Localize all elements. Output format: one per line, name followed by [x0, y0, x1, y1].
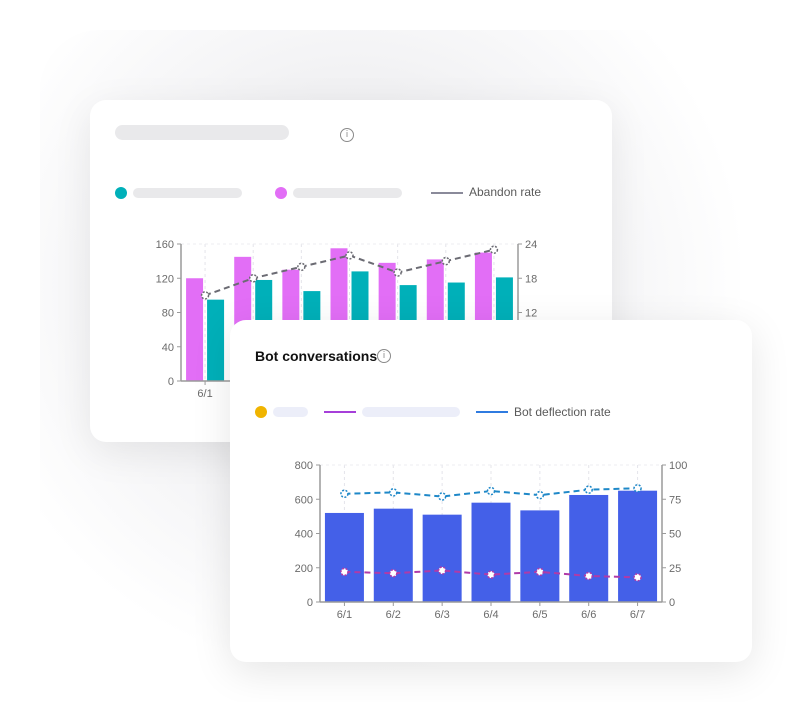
bar[interactable] — [471, 502, 511, 602]
data-point-marker[interactable] — [584, 485, 593, 494]
legend-line-purple — [324, 411, 356, 413]
data-point-marker[interactable] — [584, 571, 593, 581]
bar[interactable] — [186, 278, 204, 381]
y2-tick-label: 50 — [669, 529, 681, 541]
x-tick-label: 6/3 — [434, 609, 449, 621]
bar[interactable] — [373, 508, 413, 602]
y2-tick-label: 75 — [669, 494, 681, 506]
legend-label-skeleton — [133, 188, 242, 198]
legend-label-skeleton — [273, 407, 308, 417]
y2-tick-label: 25 — [669, 563, 681, 575]
y-tick-label: 800 — [295, 460, 313, 472]
legend-label-skeleton — [293, 188, 402, 198]
data-point-marker[interactable] — [486, 570, 496, 579]
data-point-marker[interactable] — [393, 268, 402, 277]
card-title: Bot conversations — [255, 348, 378, 364]
y-tick-label: 200 — [295, 563, 313, 575]
y-tick-label: 400 — [295, 529, 313, 541]
legend-dot-teal — [115, 187, 127, 199]
data-point-marker[interactable] — [535, 567, 545, 577]
legend-dot-pink — [275, 187, 287, 199]
y-tick-label: 0 — [168, 376, 174, 388]
bar[interactable] — [520, 510, 560, 602]
data-point-marker[interactable] — [200, 291, 210, 300]
x-tick-label: 6/1 — [337, 609, 352, 621]
data-point-marker[interactable] — [535, 490, 545, 500]
data-point-marker[interactable] — [633, 484, 642, 493]
data-point-marker[interactable] — [297, 262, 306, 272]
info-icon[interactable]: i — [377, 349, 391, 363]
legend-label-skeleton — [362, 407, 460, 417]
data-point-marker[interactable] — [489, 245, 499, 254]
bar[interactable] — [569, 494, 609, 602]
data-point-marker[interactable] — [248, 274, 258, 283]
data-point-marker[interactable] — [389, 568, 398, 578]
data-point-marker[interactable] — [389, 488, 398, 497]
y-tick-label: 0 — [307, 597, 313, 609]
bar[interactable] — [207, 299, 225, 381]
data-point-marker[interactable] — [340, 567, 349, 577]
y-tick-label: 40 — [162, 342, 174, 354]
x-tick-label: 6/4 — [483, 609, 498, 621]
y2-tick-label: 24 — [525, 239, 537, 251]
y2-tick-label: 12 — [525, 308, 537, 320]
data-point-marker[interactable] — [340, 489, 349, 499]
legend-line-deflection — [476, 411, 508, 413]
y-tick-label: 600 — [295, 494, 313, 506]
data-point-marker[interactable] — [437, 566, 447, 575]
legend-dot-yellow — [255, 406, 267, 418]
x-tick-label: 6/1 — [197, 388, 212, 400]
y-tick-label: 120 — [156, 273, 174, 285]
info-icon[interactable]: i — [340, 128, 354, 142]
y2-tick-label: 18 — [525, 273, 537, 285]
bar[interactable] — [618, 490, 658, 602]
y-tick-label: 80 — [162, 308, 174, 320]
data-point-marker[interactable] — [633, 573, 642, 582]
y2-tick-label: 0 — [669, 597, 675, 609]
title-skeleton — [115, 125, 289, 140]
data-point-marker[interactable] — [441, 256, 451, 266]
legend-label-abandon: Abandon rate — [469, 185, 542, 199]
data-point-marker[interactable] — [345, 251, 354, 260]
y-tick-label: 160 — [156, 239, 174, 251]
x-tick-label: 6/6 — [581, 609, 596, 621]
bar[interactable] — [324, 512, 364, 602]
y2-tick-label: 100 — [669, 460, 687, 472]
x-tick-label: 6/2 — [386, 609, 401, 621]
x-tick-label: 6/5 — [532, 609, 547, 621]
data-point-marker[interactable] — [437, 492, 447, 501]
data-point-marker[interactable] — [486, 486, 496, 496]
bar[interactable] — [422, 514, 462, 602]
x-tick-label: 6/7 — [630, 609, 645, 621]
legend-label-deflection: Bot deflection rate — [514, 405, 611, 419]
legend-line-abandon — [431, 192, 463, 194]
